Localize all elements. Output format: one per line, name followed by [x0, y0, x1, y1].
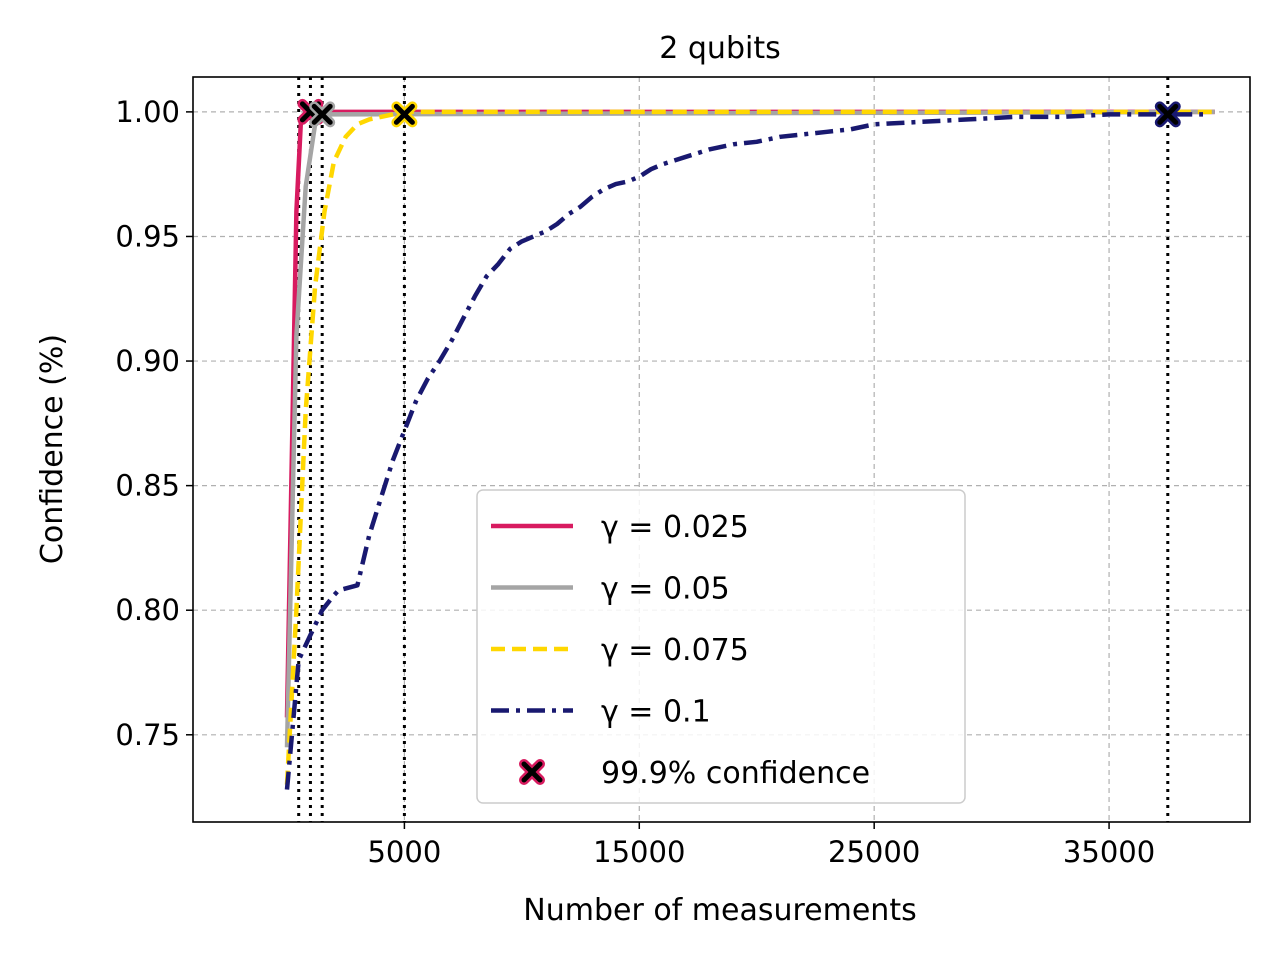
y-axis-ticks: 0.75 0.80 0.85 0.90 0.95 1.00 [115, 95, 193, 752]
y-tick-label: 0.75 [115, 718, 180, 752]
marker-cross [393, 103, 415, 125]
confidence-marker [309, 101, 336, 128]
legend-marker-swatch [519, 759, 545, 785]
legend-label-3: γ = 0.1 [601, 695, 711, 730]
marker-cross [1157, 103, 1179, 125]
y-tick-label: 0.85 [115, 469, 180, 503]
y-tick-label: 0.95 [115, 219, 180, 253]
series-line-2 [284, 109, 1215, 785]
series-line-3 [284, 112, 1203, 790]
legend-label-0: γ = 0.025 [601, 510, 749, 545]
legend-label-confidence: 99.9% confidence [601, 756, 870, 791]
y-tick-label: 1.00 [115, 95, 180, 129]
legend-box [476, 489, 966, 804]
y-tick-label: 0.80 [115, 593, 180, 627]
grid [193, 77, 1250, 822]
plot-frame [192, 76, 1251, 823]
marker-cross [521, 761, 543, 783]
x-tick-label: 15000 [593, 835, 685, 869]
confidence-marker [1154, 101, 1181, 128]
chart-title: 2 qubits [659, 31, 780, 66]
x-tick-label: 25000 [828, 835, 920, 869]
y-axis-label: Confidence (%) [35, 334, 70, 564]
legend: γ = 0.025 γ = 0.05 γ = 0.075 γ = 0.1 99.9% c… [476, 489, 966, 804]
x-tick-label: 35000 [1063, 835, 1155, 869]
confidence-marker [391, 101, 418, 128]
confidence-markers [297, 98, 1181, 128]
x-axis-ticks: 5000 15000 25000 35000 [367, 822, 1155, 869]
y-tick-label: 0.90 [115, 344, 180, 378]
legend-label-2: γ = 0.075 [601, 633, 749, 668]
x-axis-label: Number of measurements [523, 893, 916, 928]
marker-cross [311, 103, 333, 125]
legend-label-1: γ = 0.05 [601, 572, 730, 607]
x-tick-label: 5000 [367, 835, 441, 869]
